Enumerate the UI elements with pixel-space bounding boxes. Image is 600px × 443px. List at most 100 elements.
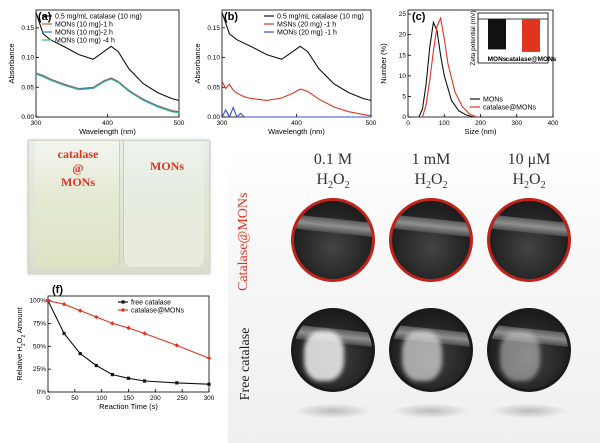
y-tick-label: 0.00 <box>21 114 34 121</box>
data-point <box>45 298 51 303</box>
x-tick-label: 500 <box>366 120 377 127</box>
y-tick-label: 0.05 <box>21 84 34 91</box>
data-point <box>110 321 115 326</box>
x-tick-label: 300 <box>217 120 228 127</box>
h2o2-label: H2O2 <box>414 171 448 192</box>
data-point <box>206 355 212 361</box>
vial-right-label: MONs <box>150 159 184 173</box>
data-point <box>174 343 179 348</box>
shadow <box>297 404 369 418</box>
inset-category-label: catalase@MONs <box>506 56 557 63</box>
row-label-catalase-mons: Catalase@MONs <box>236 192 251 291</box>
panel-label-a: (a) <box>38 11 52 23</box>
x-axis-label: Reaction Time (s) <box>99 402 158 411</box>
data-point <box>94 363 98 368</box>
y-tick-label: 0.15 <box>207 25 220 32</box>
y-tick-label: 10 <box>399 73 407 80</box>
y-tick-label: 0.00 <box>207 114 220 121</box>
y-axis-label: Absorbance <box>193 43 202 83</box>
series-line-3 <box>35 73 180 114</box>
column-header: 1 mM H2O2 <box>386 150 476 196</box>
data-point <box>94 314 99 320</box>
h2o2-label: H2O2 <box>316 171 350 192</box>
legend-label: MONs (10 mg)-1 h <box>55 21 113 28</box>
column-header: 10 μM H2O2 <box>484 150 574 196</box>
legend-label: 0.5 mg/mL catalase (10 mg) <box>277 13 364 20</box>
label-line: MONs <box>61 175 95 189</box>
row-label-free-catalase: Free catalase <box>238 327 253 401</box>
x-tick-label: 300 <box>204 395 215 402</box>
series-line-0 <box>418 20 474 118</box>
y-tick-label: 0% <box>37 389 47 396</box>
legend-label: MONs (10 mg) -4 h <box>55 37 115 44</box>
legend-marker <box>120 307 126 313</box>
photo-vials: catalase @ MONs MONs <box>28 140 210 274</box>
label-line: catalase <box>57 147 99 161</box>
inset-zeta-chart: MONs catalase@MONs Zeta potential (mV) <box>470 10 557 65</box>
x-tick-label: 250 <box>177 395 188 402</box>
subscript: 2 <box>21 343 27 346</box>
image-band <box>294 214 372 238</box>
data-point <box>110 373 114 377</box>
y-tick-label: 75% <box>33 320 46 327</box>
y-axis-label: Relative H2O2 Amount <box>15 306 27 380</box>
y-tick-label: 5 <box>402 93 406 100</box>
inset-frame <box>477 12 549 64</box>
x-tick-label: 200 <box>475 120 486 127</box>
inset-bar <box>488 19 506 50</box>
h2o2-label: H2O2 <box>512 171 546 192</box>
chart-b: 300 400 500 0.00 0.05 0.10 0.15 Wavelength (nm)… <box>193 9 377 136</box>
x-tick-label: 500 <box>174 120 185 127</box>
column-header: 0.1 M H2O2 <box>288 150 378 196</box>
y-tick-label: 100% <box>29 298 46 305</box>
x-axis-label: Wavelength (nm) <box>268 127 325 136</box>
vial-right <box>123 141 204 267</box>
series-line-1 <box>221 81 372 117</box>
data-point <box>61 302 67 307</box>
x-tick-label: 100 <box>439 120 450 127</box>
y-axis-label: Number (%) <box>379 43 388 84</box>
data-point <box>126 325 131 331</box>
inset-category-label: MONs <box>488 56 507 63</box>
data-point <box>62 331 66 336</box>
image-band <box>392 214 470 238</box>
x-tick-label: 150 <box>123 395 134 402</box>
y-tick-label: 15 <box>399 52 407 59</box>
ultrasound-image <box>487 308 571 392</box>
panel-label-f: (f) <box>52 284 63 296</box>
panel-label-c: (c) <box>412 11 426 23</box>
x-tick-label: 0 <box>46 395 50 402</box>
text: Amount <box>15 306 24 334</box>
x-tick-label: 300 <box>31 120 42 127</box>
bright-region <box>304 331 344 381</box>
ultrasound-image <box>291 198 375 282</box>
x-tick-label: 400 <box>291 120 302 127</box>
series-line-0 <box>35 12 180 101</box>
x-tick-label: 50 <box>71 395 79 402</box>
y-tick-label: 0.10 <box>207 55 220 62</box>
series-line-1 <box>421 16 478 118</box>
chart-a: 300 400 500 0.00 0.05 0.10 0.15 Wavelength (nm)… <box>7 9 185 136</box>
y-tick-label: 25 <box>399 11 407 18</box>
concentration: 1 mM <box>411 151 451 168</box>
inset-y-label: Zeta potential (mV) <box>470 10 477 65</box>
ultrasound-image <box>291 308 375 392</box>
y-tick-label: 0.15 <box>21 25 34 32</box>
image-band <box>490 214 568 238</box>
panel-e: 0.1 M H2O2 1 mM H2O2 10 μM H2O2 Catalase@MONs… <box>228 148 600 443</box>
chart-c: 0 100 200 300 400 0 5 10 15 20 25 Size (nm) Number (… <box>379 9 559 136</box>
y-tick-label: 25% <box>33 366 46 373</box>
ultrasound-image <box>389 308 473 392</box>
panel-label-b: (b) <box>224 11 238 23</box>
x-tick-label: 300 <box>511 120 522 127</box>
x-tick-label: 400 <box>102 120 113 127</box>
legend-label: MONs (20 mg) -1 h <box>277 29 337 36</box>
series-line-0 <box>47 300 210 385</box>
concentration: 10 μM <box>507 151 551 168</box>
label-line: @ <box>72 161 84 175</box>
shadow <box>493 404 565 418</box>
x-axis-label: Size (nm) <box>464 127 497 136</box>
x-tick-label: 0 <box>406 120 410 127</box>
subscript: 2 <box>21 335 27 338</box>
